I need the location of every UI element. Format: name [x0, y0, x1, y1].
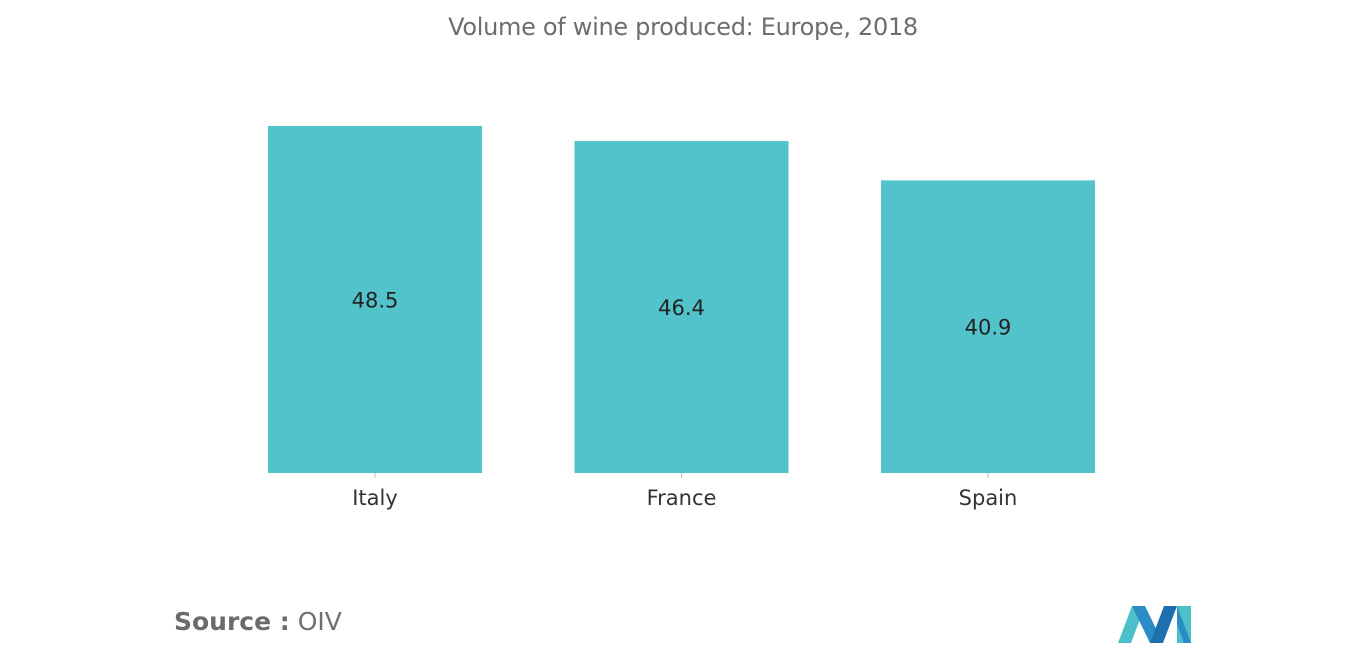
x-tick-label-italy: Italy [352, 486, 398, 510]
bar-spain [881, 180, 1095, 474]
data-label-italy: 48.5 [352, 289, 399, 313]
source-value: OIV [297, 607, 342, 636]
bar-italy [268, 126, 482, 473]
chart-title: Volume of wine produced: Europe, 2018 [448, 13, 918, 41]
x-tick-label-france: France [647, 486, 717, 510]
bar-france [574, 141, 789, 473]
source-label: Source : [174, 607, 290, 636]
data-label-spain: 40.9 [965, 316, 1012, 340]
data-label-france: 46.4 [658, 296, 705, 320]
x-tick-label-spain: Spain [959, 486, 1018, 510]
source-note: Source : OIV [174, 604, 342, 640]
bar-chart: 48.5 Italy 46.4 France 40.9 Spain [268, 126, 1095, 510]
mordor-logo-icon [1118, 606, 1191, 643]
